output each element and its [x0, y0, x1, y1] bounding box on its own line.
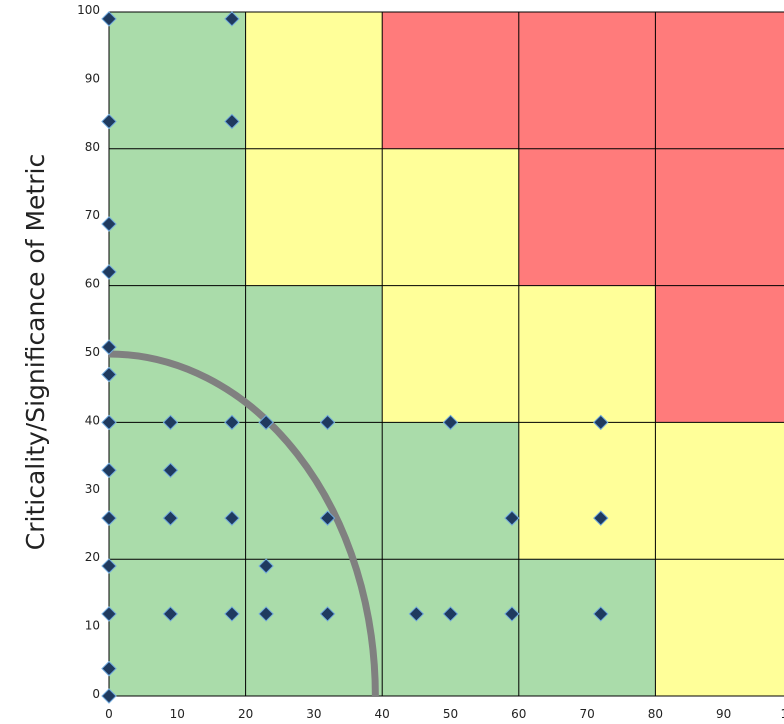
data-point: [101, 414, 117, 431]
y-tick-label: 90: [85, 71, 100, 85]
zone-cell-green: [109, 559, 246, 696]
data-point: [258, 606, 274, 622]
data-point: [319, 414, 336, 431]
zone-cell-red: [382, 12, 519, 149]
data-point: [101, 660, 117, 677]
data-point: [101, 462, 117, 478]
zone-cell-yellow: [382, 148, 519, 286]
x-tick-label: 60: [511, 707, 526, 721]
zone-cell-green: [245, 422, 383, 560]
data-point: [593, 606, 609, 622]
data-point: [101, 606, 117, 622]
zone-cell-green: [518, 559, 656, 696]
zone-cell-green: [382, 559, 519, 696]
y-tick-label: 70: [85, 208, 100, 222]
data-point: [442, 606, 459, 622]
zone-cell-red: [655, 12, 784, 149]
y-tick-label: 80: [85, 140, 100, 154]
zone-cell-green: [109, 12, 246, 149]
x-tick-label: 50: [443, 707, 458, 721]
y-tick-label: 100: [77, 3, 100, 17]
zone-cell-red: [655, 148, 784, 286]
y-axis-label: Criticality/Significance of Metric: [21, 154, 50, 550]
data-point: [162, 462, 179, 478]
data-point: [224, 113, 240, 130]
zone-cell-green: [245, 285, 383, 423]
x-tick-label: 0: [105, 707, 113, 721]
data-point: [162, 606, 179, 622]
x-tick-label: 30: [306, 707, 321, 721]
y-tick-label: 40: [85, 413, 100, 427]
zone-cell-yellow: [382, 285, 519, 423]
data-point: [162, 510, 179, 526]
y-tick-label: 10: [85, 619, 100, 633]
y-tick-label: 20: [85, 550, 100, 564]
tick-layer: 0 10 20 30 40 50 60 70 80 90 100 0 10 20 30 40 50 60 70 80 9…: [77, 3, 784, 721]
zone-cell-yellow: [518, 422, 656, 560]
x-tick-label: 100: [781, 707, 784, 721]
x-tick-label: 40: [375, 707, 390, 721]
data-point: [101, 339, 117, 355]
points-layer: [101, 11, 609, 704]
data-point: [224, 606, 240, 622]
x-tick-label: 90: [716, 707, 731, 721]
data-point: [224, 414, 240, 431]
data-point: [224, 11, 240, 27]
data-point: [101, 216, 117, 232]
zone-cell-green: [109, 422, 246, 560]
data-point: [101, 510, 117, 526]
zone-cell-red: [518, 148, 656, 286]
zone-cell-yellow: [245, 12, 383, 149]
threshold-arc: [108, 350, 379, 697]
data-point: [101, 688, 117, 704]
x-tick-label: 20: [238, 707, 253, 721]
data-point: [101, 366, 117, 383]
zone-cell-yellow: [518, 285, 656, 423]
data-point: [162, 414, 179, 431]
zone-cell-red: [655, 285, 784, 423]
data-point: [593, 510, 609, 526]
data-point: [319, 606, 336, 622]
data-point: [442, 414, 459, 431]
data-point: [258, 558, 274, 574]
data-point: [504, 606, 520, 622]
x-tick-label: 10: [170, 707, 185, 721]
zone-cell-yellow: [245, 148, 383, 286]
data-point: [224, 510, 240, 526]
arc-layer: [108, 350, 379, 697]
data-point: [408, 606, 425, 622]
y-tick-label: 0: [92, 687, 100, 701]
data-point: [101, 558, 117, 574]
zone-cell-yellow: [655, 422, 784, 560]
data-point: [101, 11, 117, 27]
zone-cell-red: [518, 12, 656, 149]
data-point: [593, 414, 609, 431]
zone-cell-green: [382, 422, 519, 560]
zone-layer: [109, 12, 784, 696]
y-tick-label: 60: [85, 277, 100, 291]
data-point: [101, 264, 117, 280]
data-point: [504, 510, 520, 526]
y-tick-label: 50: [85, 345, 100, 359]
x-tick-label: 70: [579, 707, 594, 721]
data-point: [101, 113, 117, 130]
zone-cell-green: [109, 148, 246, 286]
data-point: [258, 414, 274, 431]
zone-cell-yellow: [655, 559, 784, 696]
x-tick-label: 80: [648, 707, 663, 721]
data-point: [319, 510, 336, 526]
y-tick-label: 30: [85, 482, 100, 496]
